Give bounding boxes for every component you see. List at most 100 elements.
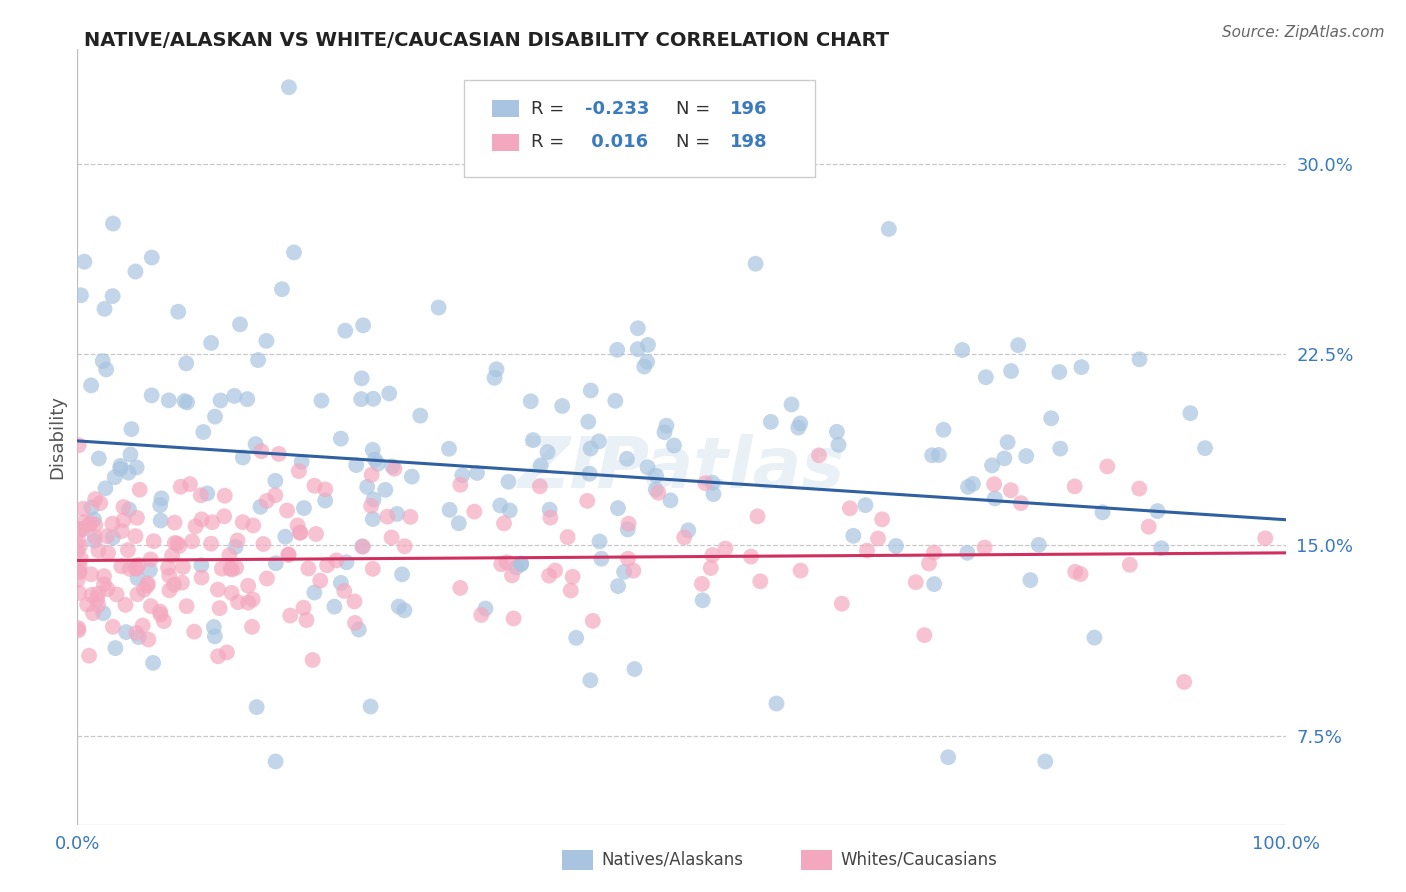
Point: [579, 442, 602, 456]
Point: [163, 516, 186, 530]
Point: [149, 607, 172, 622]
Point: [673, 530, 696, 544]
Point: [157, 561, 180, 575]
Point: [111, 524, 134, 538]
Point: [118, 562, 141, 576]
Point: [1083, 631, 1105, 645]
Point: [87, 451, 110, 466]
Point: [789, 564, 811, 578]
Bar: [492, 134, 519, 151]
Point: [825, 425, 848, 439]
Point: [288, 464, 311, 478]
Point: [215, 645, 238, 659]
Point: [621, 564, 644, 578]
Point: [950, 343, 973, 357]
Point: [561, 570, 583, 584]
Point: [80, 378, 103, 392]
Point: [207, 649, 229, 664]
Point: [183, 624, 205, 639]
Point: [225, 560, 247, 574]
Point: [352, 540, 374, 554]
Point: [343, 594, 366, 608]
Point: [1180, 406, 1202, 420]
Point: [352, 540, 374, 554]
Point: [1194, 441, 1216, 455]
Point: [131, 618, 153, 632]
Point: [242, 592, 264, 607]
Bar: [492, 100, 519, 118]
Point: [176, 395, 198, 409]
Point: [361, 392, 384, 406]
Point: [659, 493, 682, 508]
Point: [96, 362, 118, 376]
Point: [264, 755, 287, 769]
Point: [439, 503, 461, 517]
Point: [1173, 675, 1195, 690]
Point: [172, 560, 194, 574]
Point: [637, 338, 659, 352]
Point: [93, 606, 115, 620]
Point: [329, 432, 352, 446]
Point: [378, 386, 401, 401]
Point: [538, 510, 561, 524]
Point: [1049, 442, 1071, 456]
Point: [538, 502, 561, 516]
Point: [470, 607, 492, 622]
Point: [82, 606, 104, 620]
Text: N =: N =: [676, 100, 716, 118]
Point: [80, 500, 103, 515]
Point: [451, 468, 474, 483]
Point: [254, 334, 277, 348]
Point: [128, 483, 150, 497]
Point: [314, 483, 336, 497]
Point: [856, 543, 879, 558]
Point: [76, 598, 98, 612]
Point: [80, 588, 103, 602]
Point: [67, 533, 90, 548]
Point: [655, 418, 678, 433]
Point: [179, 477, 201, 491]
Point: [149, 514, 172, 528]
Point: [214, 489, 236, 503]
Point: [692, 593, 714, 607]
Point: [1119, 558, 1142, 572]
Point: [176, 599, 198, 614]
Point: [166, 536, 188, 550]
Point: [616, 523, 638, 537]
Point: [112, 513, 135, 527]
Point: [323, 599, 346, 614]
Point: [276, 503, 298, 517]
Point: [344, 458, 367, 472]
Point: [69, 565, 91, 579]
Point: [1010, 496, 1032, 510]
Point: [120, 422, 142, 436]
Point: [277, 548, 299, 562]
Text: NATIVE/ALASKAN VS WHITE/CAUCASIAN DISABILITY CORRELATION CHART: NATIVE/ALASKAN VS WHITE/CAUCASIAN DISABI…: [84, 31, 890, 50]
Point: [292, 501, 315, 516]
Point: [560, 583, 582, 598]
Text: ZIPatlas: ZIPatlas: [519, 434, 845, 502]
Point: [304, 585, 326, 599]
Point: [356, 480, 378, 494]
Point: [588, 434, 610, 449]
Point: [962, 476, 984, 491]
Point: [118, 502, 141, 516]
Point: [759, 415, 782, 429]
Point: [576, 415, 599, 429]
Point: [219, 561, 242, 575]
Y-axis label: Disability: Disability: [48, 395, 66, 479]
Point: [578, 467, 600, 481]
Point: [498, 475, 520, 489]
Point: [993, 451, 1015, 466]
Point: [127, 558, 149, 573]
Point: [128, 630, 150, 644]
Point: [519, 394, 541, 409]
Point: [139, 552, 162, 566]
Point: [124, 561, 146, 575]
Point: [437, 442, 460, 456]
Point: [616, 451, 638, 466]
Point: [153, 614, 176, 628]
Point: [1137, 519, 1160, 533]
Point: [124, 529, 146, 543]
Point: [644, 483, 666, 497]
